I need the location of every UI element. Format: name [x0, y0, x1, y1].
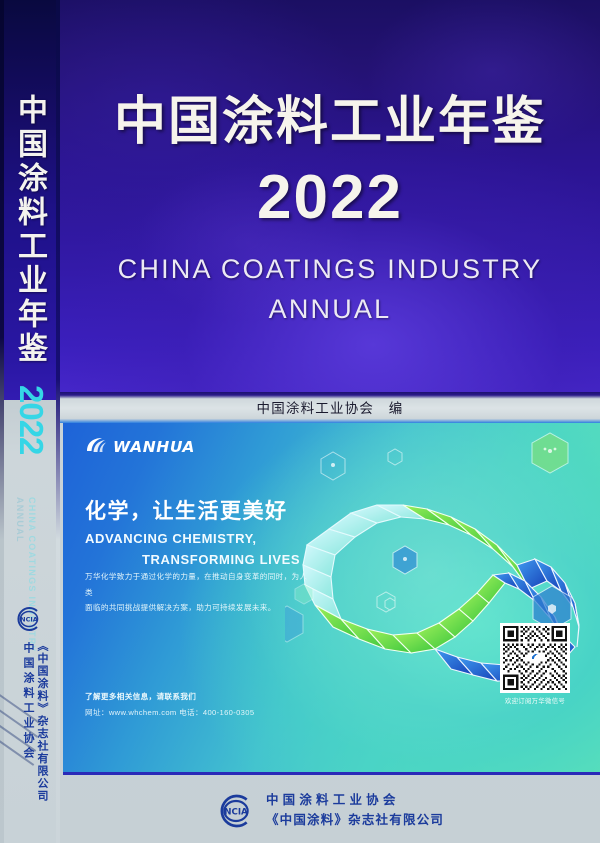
advert-headline-en-line2: TRANSFORMING LIVES [142, 552, 301, 568]
spine-year: 2022 [13, 385, 50, 455]
spine-magazine: 《中国涂料》杂志社有限公司 [36, 640, 48, 803]
svg-text:NCIA: NCIA [224, 807, 248, 817]
wanhua-logo: WANHUA [85, 437, 195, 456]
ncia-logo-icon: NCIA [17, 607, 39, 631]
spine-light-gradient [0, 400, 60, 843]
footer-text: 中国涂料工业协会 《中国涂料》杂志社有限公司 [266, 791, 444, 830]
spine-title-en-line1: CHINA COATINGS INDUSTRY [27, 497, 37, 653]
infinity-hexagon-ribbon-graphic [285, 432, 580, 682]
svg-text:NCIA: NCIA [20, 616, 38, 624]
advert-headline-en-line1: ADVANCING CHEMISTRY, [85, 531, 257, 546]
cover-title-cn: 中国涂料工业年鉴 [113, 93, 546, 151]
spine-title-en-line2: ANNUAL [15, 497, 25, 543]
advert-contact: 了解更多相关信息，请联系我们 网址：www.whchem.com 电话：400-… [85, 689, 335, 721]
advert-contact-line1: 了解更多相关信息，请联系我们 [85, 692, 197, 701]
qr-code[interactable] [500, 623, 570, 693]
cover-divider-band [60, 392, 600, 423]
cover-title-en-line2: ANNUAL [268, 294, 392, 324]
book-spine: 中国涂料工业年鉴 2022 CHINA COATINGS INDUSTRY AN… [0, 0, 60, 843]
spine-right-edge [56, 0, 60, 843]
footer-magazine: 《中国涂料》杂志社有限公司 [265, 812, 445, 827]
cover-footer: NCIA 中国涂料工业协会 《中国涂料》杂志社有限公司 [60, 778, 600, 843]
spine-organization: 中国涂料工业协会 [22, 642, 34, 762]
front-cover: 中国涂料工业年鉴 2022 CHINA COATINGS INDUSTRY AN… [60, 0, 600, 843]
advert-body-text: 万华化学致力于通过化学的力量，在推动自身变革的同时，为人类 面临的共同挑战提供解… [85, 569, 313, 616]
spine-title-cn: 中国涂料工业年鉴 [13, 94, 46, 366]
cover-title-en-line1: CHINA COATINGS INDUSTRY [117, 254, 543, 284]
cover-editor-credit: 中国涂料工业协会 编 [256, 401, 404, 416]
cover-year: 2022 [257, 163, 403, 232]
qr-code-caption: 欢迎订阅万华微信号 [504, 698, 566, 705]
advert-headline-en: ADVANCING CHEMISTRY, TRANSFORMING LIVES [85, 528, 300, 571]
advert-headline-cn: 化学，让生活更美好 [85, 500, 288, 523]
ncia-logo-icon: NCIA [220, 794, 249, 827]
wanhua-wordmark: WANHUA [113, 437, 195, 456]
wanhua-swoosh-icon [87, 438, 106, 452]
advert-contact-line2: 网址：www.whchem.com 电话：400-160-0305 [85, 707, 255, 717]
footer-organization: 中国涂料工业协会 [265, 793, 400, 808]
advert-bottom-border [63, 772, 600, 775]
page-edge-sheen [0, 690, 60, 780]
spine-left-edge [0, 0, 4, 843]
advertisement-panel: WANHUA 化学，让生活更美好 ADVANCING CHEMISTRY, TR… [63, 423, 600, 773]
qr-code-block: 欢迎订阅万华微信号 [500, 623, 570, 705]
cover-top-gradient [60, 0, 600, 392]
spine-dark-gradient [0, 0, 60, 440]
advert-body-line2: 面临的共同挑战提供解决方案，助力可持续发展未来。 [85, 603, 276, 613]
advert-body-line1: 万华化学致力于通过化学的力量，在推动自身变革的同时，为人类 [85, 572, 308, 597]
cover-bottom-area: WANHUA 化学，让生活更美好 ADVANCING CHEMISTRY, TR… [60, 423, 600, 843]
